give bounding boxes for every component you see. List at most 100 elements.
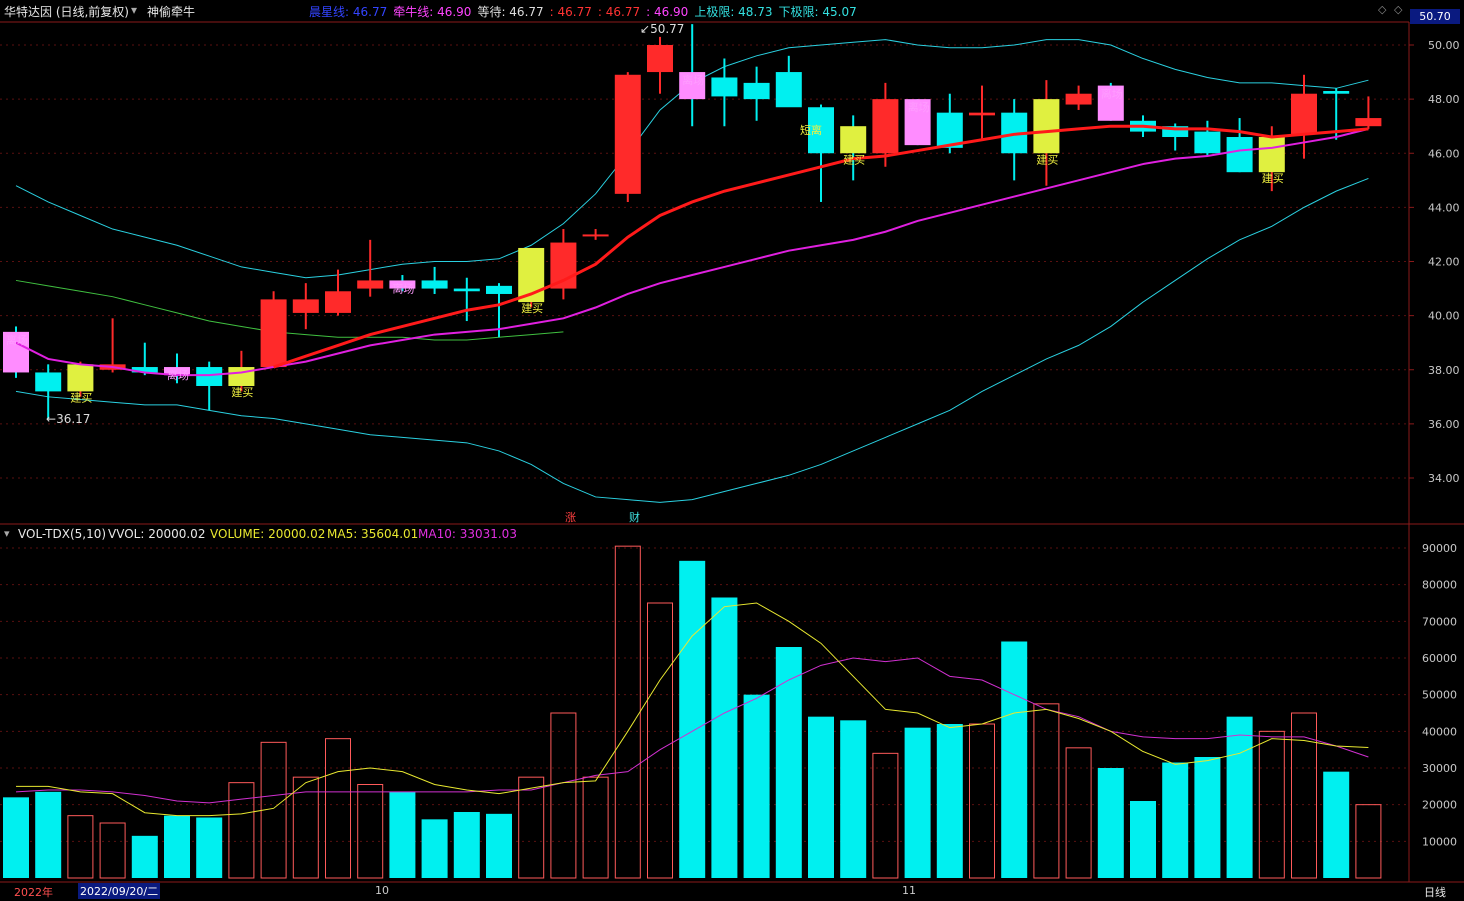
- candle-body: [1323, 91, 1350, 94]
- candle-body: [614, 74, 641, 194]
- volume-ma-lines: [15, 602, 1369, 817]
- period-button[interactable]: 日线: [1424, 886, 1446, 899]
- volume-bar-up: [614, 545, 641, 879]
- green-ma-line: [15, 279, 564, 341]
- candle-body: [67, 364, 94, 392]
- candle-body: [164, 367, 190, 376]
- signal-label: 建买: [843, 152, 865, 166]
- volume-bar-down: [421, 819, 448, 878]
- volume-bar-up: [1258, 730, 1285, 879]
- volume-bar-down: [1323, 771, 1350, 878]
- candle-body: [3, 331, 29, 373]
- signal-label: 离场: [1101, 87, 1123, 101]
- candle-body: [131, 367, 158, 373]
- signal-label: 离场: [392, 281, 414, 295]
- candle-body: [486, 285, 512, 294]
- month-nov-label: 11: [902, 884, 916, 897]
- volume-bar-up: [872, 752, 899, 879]
- signal-label: 离场: [682, 73, 704, 87]
- volume-value: VOLUME: 20000.02: [210, 527, 326, 541]
- ma10-value: MA10: 33031.03: [418, 527, 517, 541]
- candle-body: [1194, 131, 1221, 154]
- lower-band-line: [15, 177, 1369, 503]
- indicator-item: : 46.77: [597, 5, 641, 19]
- candle-body: [357, 280, 384, 289]
- candle-body: [936, 112, 963, 148]
- candle-body: [743, 82, 770, 100]
- volume-bars: [3, 545, 1382, 879]
- price-tick-label: 42.00: [1428, 256, 1460, 269]
- volume-bar-down: [679, 560, 706, 878]
- volume-bar-up: [647, 602, 673, 879]
- indicator-item: 牵牛线: 46.90: [393, 5, 472, 19]
- volume-bar-up: [1033, 703, 1060, 879]
- volume-bar-down: [486, 813, 512, 878]
- volume-bar-down: [1194, 757, 1221, 878]
- volume-indicator-name: VOL-TDX(5,10): [18, 527, 107, 541]
- volume-axis-ticks: 90000 80000 70000 60000 50000 40000 30000 20000…: [1422, 542, 1457, 848]
- volume-tick-label: 70000: [1422, 615, 1457, 628]
- volume-tick-label: 90000: [1422, 542, 1457, 555]
- volume-ma10-line: [15, 657, 1369, 804]
- indicator-item: : 46.90: [646, 5, 689, 19]
- diamond-icon[interactable]: ◇: [1378, 3, 1387, 16]
- volume-bar-down: [808, 716, 834, 878]
- candle-body: [1226, 137, 1253, 173]
- volume-bar-down: [711, 597, 738, 878]
- volume-bar-down: [1001, 641, 1028, 878]
- volume-tick-label: 30000: [1422, 762, 1457, 775]
- price-axis-ticks: 50.00 48.00 46.00 44.00 42.00 40.00 38.00 36.00…: [1409, 39, 1460, 485]
- price-tick-label: 34.00: [1428, 472, 1460, 485]
- volume-bar-down: [936, 724, 963, 878]
- volume-bar-down: [743, 694, 770, 878]
- month-oct-label: 10: [375, 884, 389, 897]
- expand-icon[interactable]: ◇: [1394, 3, 1403, 16]
- current-price-box: 50.70: [1410, 9, 1460, 24]
- volume-bar-down: [840, 720, 867, 878]
- signal-label: 建买: [231, 385, 253, 399]
- candle-body: [292, 299, 319, 313]
- price-tick-label: 40.00: [1428, 310, 1460, 323]
- volume-toggle-icon[interactable]: ▾: [4, 527, 10, 540]
- indicator-item: : 46.77: [549, 5, 592, 19]
- volume-tick-label: 60000: [1422, 652, 1457, 665]
- volume-tick-label: 10000: [1422, 835, 1457, 848]
- volume-bar-up: [292, 776, 319, 879]
- candle-body: [228, 367, 255, 386]
- volume-bar-down: [164, 815, 190, 878]
- indicator-toggle-icon[interactable]: ▾: [131, 3, 138, 17]
- price-tick-label: 36.00: [1428, 418, 1460, 431]
- volume-bar-up: [325, 738, 351, 879]
- signal-label: 离场: [908, 100, 930, 114]
- candle-body: [679, 72, 706, 100]
- candle-body: [872, 99, 899, 154]
- candle-body: [35, 372, 62, 392]
- volume-bar-down: [389, 791, 416, 878]
- volume-bar-down: [904, 727, 931, 878]
- zhang-marker: 涨: [565, 511, 576, 524]
- indicator-item: 上极限: 48.73: [694, 5, 773, 19]
- volume-bar-up: [518, 776, 545, 879]
- volume-bar-down: [1162, 762, 1189, 878]
- signal-label: 离场: [6, 333, 28, 347]
- magenta-ma-line: [15, 127, 1369, 377]
- volume-bar-down: [1097, 768, 1124, 878]
- ma5-value: MA5: 35604.01: [327, 527, 419, 541]
- volume-tick-label: 80000: [1422, 579, 1457, 592]
- cursor-date-label: 2022/09/20/二: [78, 883, 161, 899]
- year-label: 2022年: [14, 886, 53, 899]
- candle-body: [647, 45, 673, 73]
- indicator-item: 下极限: 45.07: [778, 5, 857, 19]
- candle-body: [904, 99, 931, 146]
- price-grid: [0, 44, 1409, 479]
- volume-tick-label: 20000: [1422, 799, 1457, 812]
- price-tick-label: 38.00: [1428, 364, 1460, 377]
- price-tick-label: 48.00: [1428, 93, 1460, 106]
- high-price-marker: ↙50.77: [640, 22, 684, 36]
- candle-body: [1065, 93, 1092, 105]
- volume-bar-up: [969, 723, 995, 879]
- volume-bar-down: [35, 791, 62, 878]
- volume-bar-up: [1355, 804, 1382, 879]
